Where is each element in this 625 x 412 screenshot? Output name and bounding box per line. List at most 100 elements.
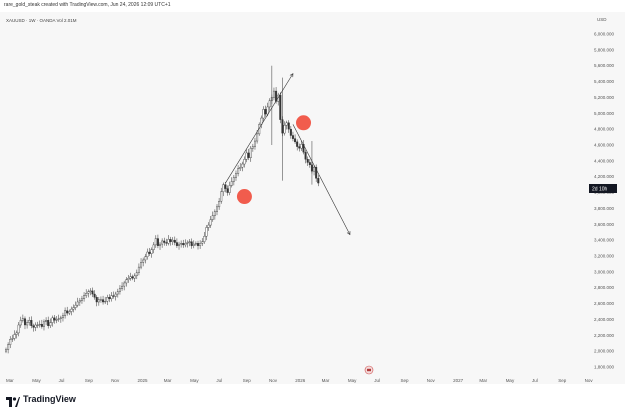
candle-bear xyxy=(304,151,307,160)
candle-bull xyxy=(192,243,195,246)
candle-bull xyxy=(21,318,24,321)
y-tick-label: 5,800.000 xyxy=(594,47,615,52)
candle-bull xyxy=(239,166,242,169)
y-tick-label: 5,600.000 xyxy=(594,63,615,68)
candle-bull xyxy=(36,324,39,326)
candle-bull xyxy=(220,191,223,202)
candle-bull xyxy=(213,211,216,216)
candle-bull xyxy=(15,332,18,335)
candle-bull xyxy=(209,219,212,226)
candle-bull xyxy=(203,235,206,242)
candle-bull xyxy=(13,334,16,339)
candle-bull xyxy=(11,338,14,340)
candle-bull xyxy=(161,240,164,245)
candle-bull xyxy=(72,307,75,310)
flag-icon[interactable] xyxy=(364,365,374,375)
x-tick-label: Sep xyxy=(401,378,410,383)
x-tick-label: May xyxy=(506,378,515,383)
trend-line-arrow[interactable] xyxy=(292,124,351,235)
candle-bull xyxy=(4,349,7,352)
candle-bull xyxy=(154,238,157,246)
candle-bull xyxy=(38,323,41,326)
tradingview-footer: TradingView xyxy=(6,392,76,407)
candle-bear xyxy=(226,188,229,193)
candle-bull xyxy=(194,243,197,245)
symbol-info: XAUUSD · 1W · OANDA Vol 2.01M xyxy=(6,18,77,23)
candle-bull xyxy=(89,290,92,292)
candle-bull xyxy=(272,90,275,98)
x-tick-label: Mar xyxy=(322,378,330,383)
candle-bull xyxy=(9,339,12,346)
candle-bear xyxy=(289,128,292,136)
candle-bear xyxy=(165,242,168,244)
candle-bear xyxy=(173,239,176,243)
candle-bull xyxy=(74,304,77,308)
candle-bull xyxy=(228,185,231,193)
y-tick-label: 2,200.000 xyxy=(594,333,615,338)
y-tick-label: 3,800.000 xyxy=(594,206,615,211)
candle-bull xyxy=(159,243,162,246)
y-tick-label: 3,600.000 xyxy=(594,222,615,227)
candle-bull xyxy=(110,295,113,300)
chart-panel[interactable] xyxy=(0,12,625,384)
candle-bull xyxy=(99,299,102,301)
candle-bull xyxy=(180,243,183,245)
candle-bull xyxy=(19,320,22,326)
y-tick-label: 2,800.000 xyxy=(594,285,615,290)
candle-bull xyxy=(42,321,45,327)
candle-bull xyxy=(104,300,107,303)
candle-bear xyxy=(131,276,134,279)
candle-bull xyxy=(114,293,117,297)
candle-bear xyxy=(156,238,159,246)
candle-bull xyxy=(51,317,54,323)
x-tick-label: Sep xyxy=(243,378,252,383)
highlight-marker[interactable] xyxy=(236,189,252,205)
candle-bull xyxy=(118,288,121,292)
x-tick-label: 2027 xyxy=(453,378,464,383)
candle-bull xyxy=(55,319,58,321)
trend-line-arrow[interactable] xyxy=(225,73,294,184)
candle-bull xyxy=(64,310,67,316)
x-tick-label: Nov xyxy=(269,378,278,383)
candle-bull xyxy=(78,300,81,303)
candle-bear xyxy=(308,162,311,166)
candle-bull xyxy=(17,324,20,334)
candle-bear xyxy=(294,138,297,143)
candle-bull xyxy=(150,249,153,254)
candle-bull xyxy=(260,117,263,125)
candle-bear xyxy=(224,184,227,189)
candle-bull xyxy=(45,320,48,323)
candle-bear xyxy=(102,299,105,303)
candle-bear xyxy=(197,243,200,246)
candle-bear xyxy=(169,239,172,242)
candle-bull xyxy=(133,275,136,279)
candle-bull xyxy=(106,297,109,302)
y-axis: 6,000.000 5,800.000 5,600.000 5,400.000 5,20… xyxy=(594,32,615,370)
x-tick-label: Jul xyxy=(374,378,380,383)
y-tick-label: 3,400.000 xyxy=(594,238,615,243)
candle-bear xyxy=(108,297,111,300)
highlight-marker[interactable] xyxy=(296,115,312,131)
candle-bull xyxy=(87,291,90,294)
candle-bear xyxy=(163,240,166,243)
candle-bull xyxy=(76,301,79,306)
candle-bear xyxy=(296,141,299,147)
candle-bear xyxy=(32,325,35,328)
candle-bull xyxy=(49,322,52,326)
candle-bull xyxy=(7,344,10,350)
candle-bull xyxy=(137,266,140,273)
candle-bear xyxy=(182,243,185,246)
y-tick-label: 3,000.000 xyxy=(594,269,615,274)
y-tick-label: 5,200.000 xyxy=(594,95,615,100)
candle-bull xyxy=(222,184,225,192)
candle-bear xyxy=(279,94,282,120)
arrow-head-icon xyxy=(289,73,294,78)
candle-bull xyxy=(251,146,254,149)
candle-bull xyxy=(140,262,143,268)
candle-bear xyxy=(287,122,290,130)
candle-bull xyxy=(256,133,259,142)
candle-bull xyxy=(26,322,29,326)
y-tick-label: 4,200.000 xyxy=(594,174,615,179)
tradingview-logo-icon xyxy=(6,394,20,407)
